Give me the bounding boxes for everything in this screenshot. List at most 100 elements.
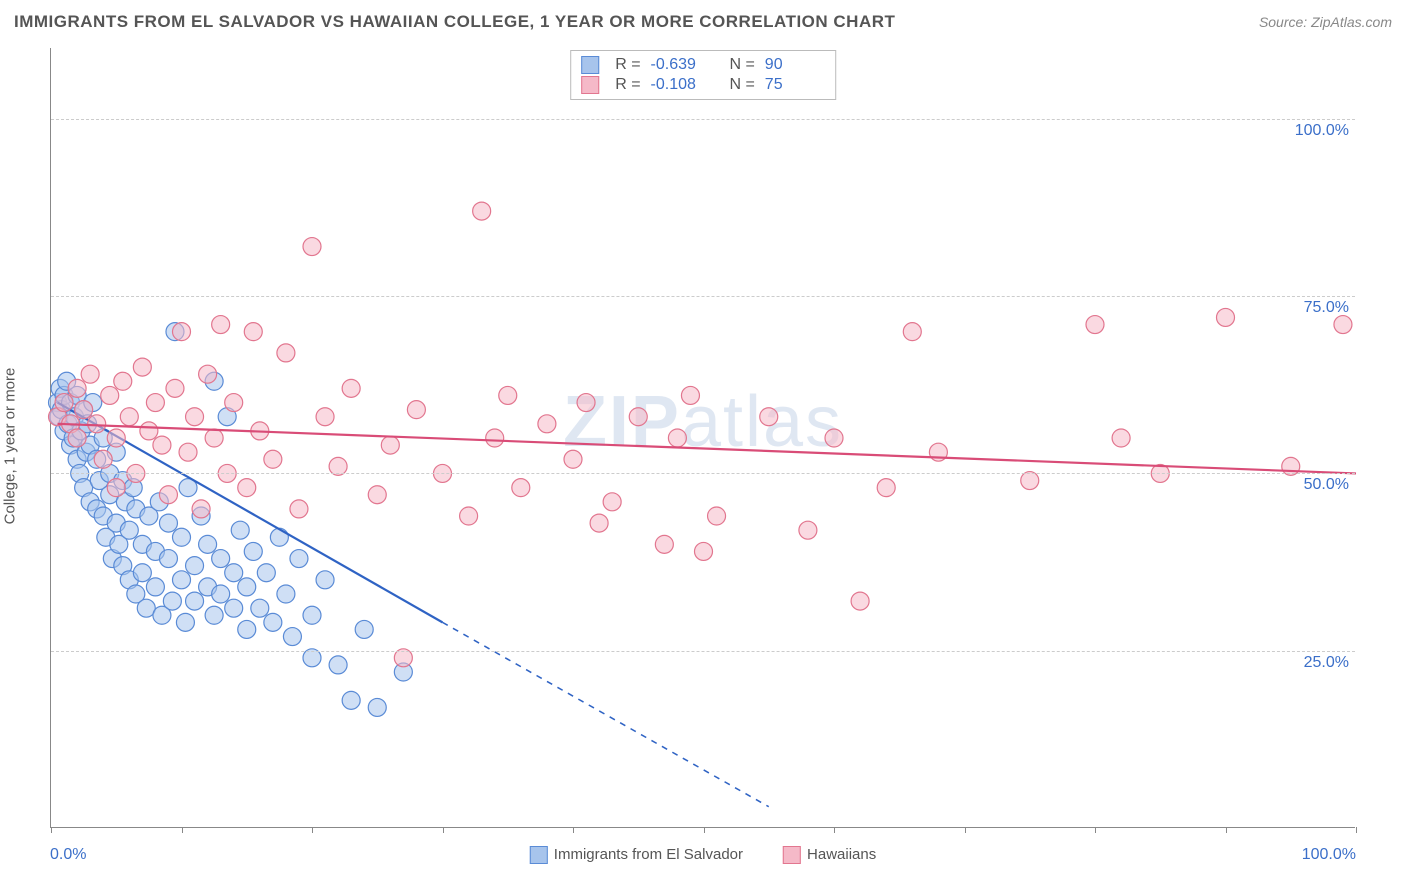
- scatter-point-hawaiians: [68, 429, 86, 447]
- scatter-point-el_salvador: [270, 528, 288, 546]
- scatter-point-hawaiians: [166, 379, 184, 397]
- scatter-point-hawaiians: [368, 486, 386, 504]
- scatter-point-hawaiians: [107, 429, 125, 447]
- scatter-point-hawaiians: [101, 386, 119, 404]
- scatter-point-hawaiians: [877, 479, 895, 497]
- scatter-point-el_salvador: [176, 613, 194, 631]
- scatter-point-el_salvador: [283, 628, 301, 646]
- r-value: -0.108: [651, 76, 711, 94]
- legend-label: Hawaiians: [807, 846, 876, 863]
- scatter-point-hawaiians: [94, 450, 112, 468]
- scatter-svg: [51, 48, 1355, 827]
- scatter-point-el_salvador: [163, 592, 181, 610]
- scatter-point-hawaiians: [342, 379, 360, 397]
- scatter-point-el_salvador: [290, 550, 308, 568]
- scatter-point-hawaiians: [107, 479, 125, 497]
- gridline: [51, 119, 1355, 120]
- scatter-point-el_salvador: [257, 564, 275, 582]
- scatter-point-el_salvador: [329, 656, 347, 674]
- scatter-point-hawaiians: [681, 386, 699, 404]
- scatter-point-hawaiians: [851, 592, 869, 610]
- scatter-point-hawaiians: [55, 394, 73, 412]
- scatter-point-hawaiians: [825, 429, 843, 447]
- x-tick-mark: [834, 827, 835, 833]
- swatch-el_salvador-icon: [581, 56, 599, 74]
- scatter-point-hawaiians: [120, 408, 138, 426]
- scatter-point-hawaiians: [407, 401, 425, 419]
- swatch-hawaiians-icon: [783, 846, 801, 864]
- scatter-point-hawaiians: [81, 365, 99, 383]
- x-tick-mark: [704, 827, 705, 833]
- scatter-point-hawaiians: [1217, 308, 1235, 326]
- scatter-point-hawaiians: [486, 429, 504, 447]
- scatter-point-hawaiians: [159, 486, 177, 504]
- scatter-point-el_salvador: [173, 528, 191, 546]
- scatter-point-hawaiians: [212, 316, 230, 334]
- n-value: 75: [765, 76, 825, 94]
- scatter-point-hawaiians: [1334, 316, 1352, 334]
- scatter-point-hawaiians: [316, 408, 334, 426]
- y-tick-label: 100.0%: [1295, 122, 1349, 140]
- source-label: Source: ZipAtlas.com: [1259, 14, 1392, 30]
- scatter-point-hawaiians: [114, 372, 132, 390]
- scatter-point-el_salvador: [225, 564, 243, 582]
- legend-item-el_salvador: Immigrants from El Salvador: [530, 846, 743, 864]
- r-label: R =: [615, 56, 640, 74]
- x-tick-mark: [573, 827, 574, 833]
- scatter-point-el_salvador: [186, 557, 204, 575]
- swatch-hawaiians-icon: [581, 76, 599, 94]
- scatter-point-hawaiians: [238, 479, 256, 497]
- y-tick-label: 25.0%: [1304, 654, 1349, 672]
- scatter-point-el_salvador: [225, 599, 243, 617]
- scatter-point-el_salvador: [231, 521, 249, 539]
- scatter-point-el_salvador: [186, 592, 204, 610]
- n-value: 90: [765, 56, 825, 74]
- scatter-point-el_salvador: [264, 613, 282, 631]
- scatter-point-hawaiians: [225, 394, 243, 412]
- scatter-point-hawaiians: [760, 408, 778, 426]
- scatter-point-hawaiians: [277, 344, 295, 362]
- scatter-point-el_salvador: [173, 571, 191, 589]
- swatch-el_salvador-icon: [530, 846, 548, 864]
- scatter-point-hawaiians: [603, 493, 621, 511]
- scatter-point-el_salvador: [238, 578, 256, 596]
- scatter-point-el_salvador: [159, 550, 177, 568]
- scatter-point-hawaiians: [903, 323, 921, 341]
- series-legend: Immigrants from El Salvador Hawaiians: [530, 846, 876, 864]
- x-axis-max-label: 100.0%: [1302, 846, 1356, 864]
- corr-row-el_salvador: R = -0.639 N = 90: [581, 55, 825, 75]
- scatter-point-hawaiians: [538, 415, 556, 433]
- scatter-point-el_salvador: [212, 585, 230, 603]
- scatter-point-hawaiians: [290, 500, 308, 518]
- scatter-point-el_salvador: [277, 585, 295, 603]
- scatter-point-hawaiians: [75, 401, 93, 419]
- scatter-point-hawaiians: [695, 542, 713, 560]
- corr-row-hawaiians: R = -0.108 N = 75: [581, 75, 825, 95]
- chart-title: IMMIGRANTS FROM EL SALVADOR VS HAWAIIAN …: [14, 12, 895, 32]
- scatter-point-el_salvador: [316, 571, 334, 589]
- x-axis-origin-label: 0.0%: [50, 846, 86, 864]
- scatter-point-el_salvador: [238, 620, 256, 638]
- scatter-point-hawaiians: [205, 429, 223, 447]
- scatter-point-hawaiians: [668, 429, 686, 447]
- scatter-point-hawaiians: [244, 323, 262, 341]
- scatter-point-hawaiians: [655, 535, 673, 553]
- n-label: N =: [721, 56, 755, 74]
- scatter-point-hawaiians: [192, 500, 210, 518]
- scatter-point-el_salvador: [342, 691, 360, 709]
- scatter-point-el_salvador: [355, 620, 373, 638]
- y-axis-label: College, 1 year or more: [2, 368, 19, 525]
- scatter-point-hawaiians: [381, 436, 399, 454]
- scatter-point-hawaiians: [68, 379, 86, 397]
- scatter-point-hawaiians: [88, 415, 106, 433]
- x-tick-mark: [312, 827, 313, 833]
- scatter-point-hawaiians: [153, 436, 171, 454]
- trendline-hawaiians: [58, 424, 1356, 474]
- n-label: N =: [721, 76, 755, 94]
- scatter-point-hawaiians: [564, 450, 582, 468]
- r-label: R =: [615, 76, 640, 94]
- legend-item-hawaiians: Hawaiians: [783, 846, 876, 864]
- plot-area: ZIPatlas R = -0.639 N = 90R = -0.108 N =…: [50, 48, 1355, 828]
- scatter-point-hawaiians: [140, 422, 158, 440]
- scatter-point-el_salvador: [303, 606, 321, 624]
